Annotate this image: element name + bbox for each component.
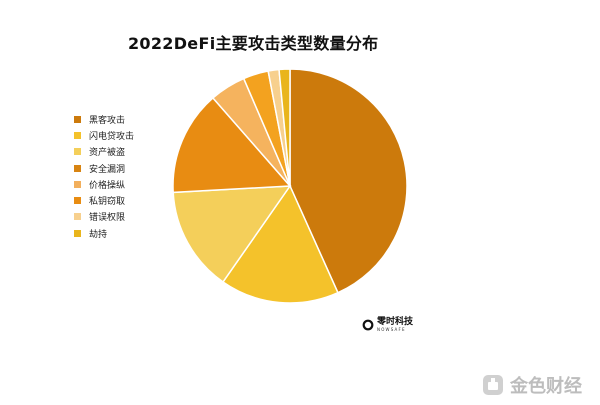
legend-swatch: [74, 180, 81, 188]
legend-label: 价格操纵: [89, 180, 126, 191]
legend-item: 闪电贷攻击: [74, 127, 134, 143]
jinse-watermark: 金色财经: [482, 372, 582, 398]
pie-slice: [172, 96, 292, 194]
logo-ring-icon: [362, 319, 374, 331]
legend-item: 资产被盗: [74, 144, 134, 160]
nowsafe-logo: 零时科技 NOWSAFE: [362, 318, 413, 332]
legend-swatch: [74, 213, 81, 221]
legend-label: 资产被盗: [89, 148, 126, 159]
logo-name: 零时科技: [377, 317, 414, 327]
legend-item: 价格操纵: [74, 176, 134, 192]
legend-item: 私钥窃取: [74, 192, 134, 208]
legend-item: 黑客攻击: [74, 111, 134, 127]
legend: 黑客攻击闪电贷攻击资产被盗安全漏洞价格操纵私钥窃取错误权限劫持: [74, 111, 134, 241]
legend-swatch: [74, 164, 81, 172]
legend-label: 劫持: [89, 229, 108, 240]
jinse-logo-icon: [483, 375, 503, 395]
legend-label: 错误权限: [89, 213, 126, 224]
legend-label: 安全漏洞: [89, 164, 126, 175]
pie-slice: [172, 185, 292, 283]
legend-item: 劫持: [74, 225, 134, 241]
legend-label: 黑客攻击: [89, 115, 126, 126]
legend-swatch: [74, 229, 81, 237]
pie-slice: [289, 68, 408, 294]
legend-item: 安全漏洞: [74, 160, 134, 176]
legend-swatch: [74, 131, 81, 139]
pie-slice: [278, 68, 291, 187]
legend-swatch: [74, 115, 81, 123]
legend-label: 私钥窃取: [89, 197, 126, 208]
watermark-text: 金色财经: [510, 376, 582, 397]
legend-swatch: [74, 197, 81, 205]
legend-swatch: [74, 148, 81, 156]
chart-title: 2022DeFi主要攻击类型数量分布: [128, 34, 379, 53]
legend-label: 闪电贷攻击: [89, 131, 135, 142]
logo-subtitle: NOWSAFE: [377, 327, 406, 332]
pie-slice: [221, 184, 339, 304]
legend-item: 错误权限: [74, 209, 134, 225]
